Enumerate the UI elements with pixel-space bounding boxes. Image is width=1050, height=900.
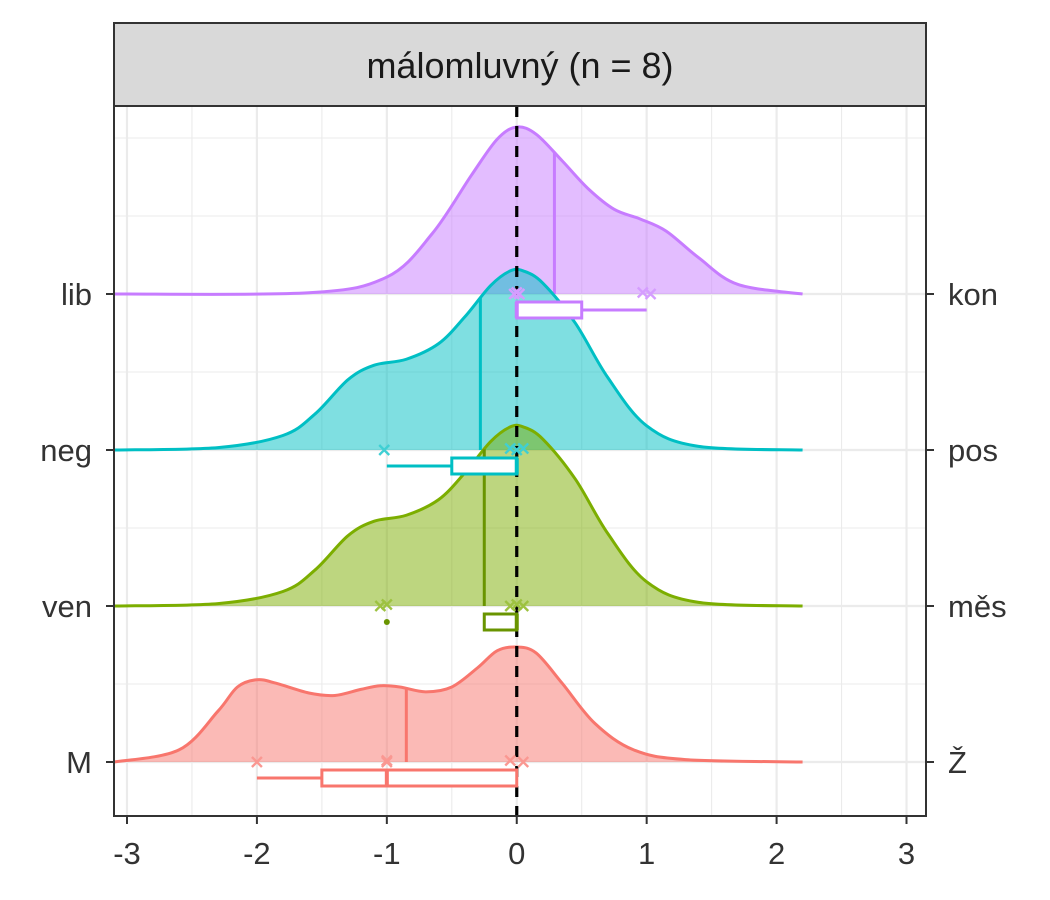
y-label-right-měs: měs bbox=[948, 589, 1007, 624]
outlier-ven bbox=[383, 619, 390, 625]
x-tick-label: 1 bbox=[638, 836, 655, 871]
data-point-lib bbox=[644, 288, 657, 300]
data-point-stroke bbox=[504, 754, 517, 767]
data-point-stroke bbox=[517, 756, 530, 768]
box-M bbox=[320, 768, 519, 788]
box-lib bbox=[515, 300, 584, 320]
x-tick-label: -3 bbox=[113, 836, 141, 871]
density-fill-lib bbox=[114, 126, 803, 295]
data-point-stroke bbox=[251, 756, 263, 768]
y-label-right-Ž: Ž bbox=[948, 745, 967, 780]
x-tick-label: 3 bbox=[898, 836, 915, 871]
boxplot-layer bbox=[256, 300, 647, 788]
density-fill-ven bbox=[114, 425, 803, 606]
data-point-stroke bbox=[380, 598, 393, 611]
x-tick-label: 2 bbox=[768, 836, 785, 871]
data-point-stroke bbox=[517, 600, 530, 612]
data-point-neg bbox=[517, 442, 530, 455]
facet-title: málomluvný (n = 8) bbox=[366, 45, 673, 86]
y-label-left-neg: neg bbox=[40, 433, 92, 468]
y-label-right-pos: pos bbox=[948, 433, 998, 468]
density-line-neg bbox=[113, 267, 803, 452]
facet-strip bbox=[113, 22, 927, 107]
x-tick-label: 0 bbox=[508, 836, 525, 871]
y-label-left-ven: ven bbox=[42, 589, 92, 624]
data-point-stroke bbox=[513, 288, 526, 300]
density-layer bbox=[113, 125, 803, 764]
density-fill-neg bbox=[114, 269, 803, 450]
density-line-M bbox=[113, 645, 803, 764]
data-point-M bbox=[380, 756, 393, 768]
data-point-ven bbox=[380, 598, 393, 611]
box-neg bbox=[450, 456, 519, 476]
data-point-neg bbox=[378, 444, 391, 456]
data-point-stroke bbox=[644, 288, 657, 300]
density-fill-M bbox=[114, 646, 803, 762]
x-tick-label: -2 bbox=[243, 836, 271, 871]
y-label-left-M: M bbox=[66, 745, 92, 780]
data-point-M bbox=[504, 754, 517, 767]
data-point-M bbox=[251, 756, 263, 768]
density-line-lib bbox=[113, 125, 803, 296]
data-point-stroke bbox=[517, 442, 530, 455]
data-point-ven bbox=[517, 600, 530, 612]
data-point-stroke bbox=[380, 756, 393, 768]
point-layer bbox=[251, 286, 657, 768]
data-point-M bbox=[517, 756, 530, 768]
data-point-stroke bbox=[378, 444, 391, 456]
y-label-right-kon: kon bbox=[948, 277, 998, 312]
data-point-lib bbox=[513, 288, 526, 300]
box-ven bbox=[482, 612, 519, 632]
y-label-left-lib: lib bbox=[61, 277, 92, 312]
x-tick-label: -1 bbox=[373, 836, 401, 871]
